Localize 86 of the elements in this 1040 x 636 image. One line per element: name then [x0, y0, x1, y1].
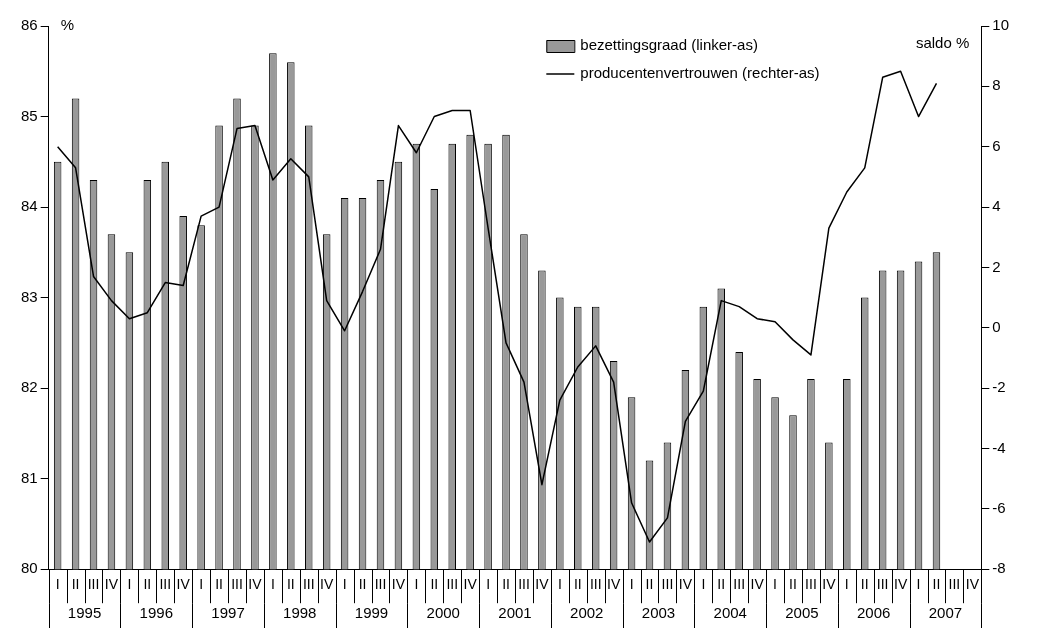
x-tick-label: III — [661, 576, 674, 593]
x-tick-label: IV — [965, 576, 980, 593]
x-tick-label: II — [717, 576, 726, 593]
legend-label: bezettingsgraad (linker-as) — [580, 36, 758, 54]
y-tick-label: 86 — [21, 16, 38, 34]
text: 2003 — [641, 604, 676, 622]
x-tick-label: IV — [750, 576, 765, 593]
text: 2007 — [928, 604, 963, 622]
x-tick-label: IV — [248, 576, 263, 593]
x-tick-label: II — [430, 576, 439, 593]
x-tick-label: I — [127, 576, 132, 593]
x-tick-label: III — [876, 576, 889, 593]
x-tick-label: II — [860, 576, 869, 593]
y2-tick-label: -4 — [992, 438, 1006, 456]
x-tick-label: III — [87, 576, 100, 593]
x-tick-label: III — [948, 576, 961, 593]
x-tick-label: II — [143, 576, 152, 593]
x-tick-label: II — [71, 576, 80, 593]
text: 1996 — [139, 604, 173, 622]
legend-label: producentenvertrouwen (rechter-as) — [580, 64, 820, 82]
y-tick-label: 81 — [21, 468, 38, 486]
y2-tick-label: -6 — [992, 498, 1006, 516]
x-tick-label: II — [502, 576, 510, 593]
x-tick-label: IV — [463, 576, 478, 593]
y-tick-label: 84 — [21, 197, 38, 215]
x-tick-label: II — [358, 576, 367, 593]
x-tick-label: III — [302, 576, 315, 593]
text: 1997 — [211, 604, 245, 622]
x-tick-label: II — [286, 576, 295, 593]
text: 2004 — [713, 604, 747, 622]
x-tick-label: IV — [822, 576, 837, 593]
y2-tick-label: 2 — [992, 257, 1001, 275]
x-tick-label: IV — [391, 576, 406, 593]
x-tick-label: IV — [535, 576, 550, 593]
x-tick-label: III — [159, 576, 172, 593]
x-tick-label: I — [342, 576, 347, 593]
text: 2006 — [857, 604, 891, 622]
text: 1998 — [283, 604, 317, 622]
y-tick-label: 82 — [21, 378, 38, 396]
x-tick-label: IV — [320, 576, 334, 593]
x-tick-label: IV — [678, 576, 693, 593]
x-tick-label: I — [844, 576, 849, 593]
y2-tick-label: 0 — [992, 317, 1001, 335]
y2-tick-label: -2 — [992, 378, 1006, 396]
x-tick-label: III — [446, 576, 459, 593]
x-tick-label: I — [55, 576, 60, 593]
x-tick-label: I — [701, 576, 706, 593]
x-tick-label: III — [805, 576, 817, 593]
x-tick-label: I — [773, 576, 778, 593]
x-tick-label: IV — [607, 576, 621, 593]
y2-tick-label: 10 — [992, 16, 1009, 34]
y-axis-title: % — [60, 16, 75, 34]
y2-tick-label: 4 — [992, 197, 1001, 215]
x-tick-label: II — [215, 576, 223, 593]
y-tick-label: 80 — [21, 559, 38, 577]
x-tick-label: I — [270, 576, 275, 593]
text: 2002 — [570, 604, 604, 622]
x-tick-label: I — [916, 576, 921, 593]
text: 1995 — [67, 604, 102, 622]
x-tick-label: II — [645, 576, 654, 593]
y2-axis-title: saldo % — [915, 33, 970, 51]
x-tick-label: I — [414, 576, 419, 593]
text: 1999 — [354, 604, 389, 622]
x-tick-label: III — [733, 576, 746, 593]
x-tick-label: IV — [893, 576, 908, 593]
y2-tick-label: 8 — [992, 76, 1001, 94]
x-tick-label: III — [589, 576, 602, 593]
x-tick-label: III — [518, 576, 530, 593]
x-tick-label: IV — [104, 576, 119, 593]
y2-tick-label: 6 — [992, 136, 1001, 154]
x-tick-label: III — [374, 576, 387, 593]
x-tick-label: IV — [176, 576, 191, 593]
y2-tick-label: -8 — [992, 559, 1006, 577]
text: 2005 — [785, 604, 819, 622]
text: 2000 — [426, 604, 460, 622]
x-tick-label: II — [789, 576, 797, 593]
x-tick-label: II — [932, 576, 941, 593]
x-tick-label: I — [557, 576, 562, 593]
y-tick-label: 85 — [21, 106, 38, 124]
y-tick-label: 83 — [21, 287, 38, 305]
x-tick-label: I — [199, 576, 204, 593]
x-tick-label: II — [573, 576, 582, 593]
x-tick-label: I — [486, 576, 491, 593]
text: 2001 — [498, 604, 532, 622]
x-tick-label: III — [231, 576, 243, 593]
x-tick-label: I — [629, 576, 634, 593]
